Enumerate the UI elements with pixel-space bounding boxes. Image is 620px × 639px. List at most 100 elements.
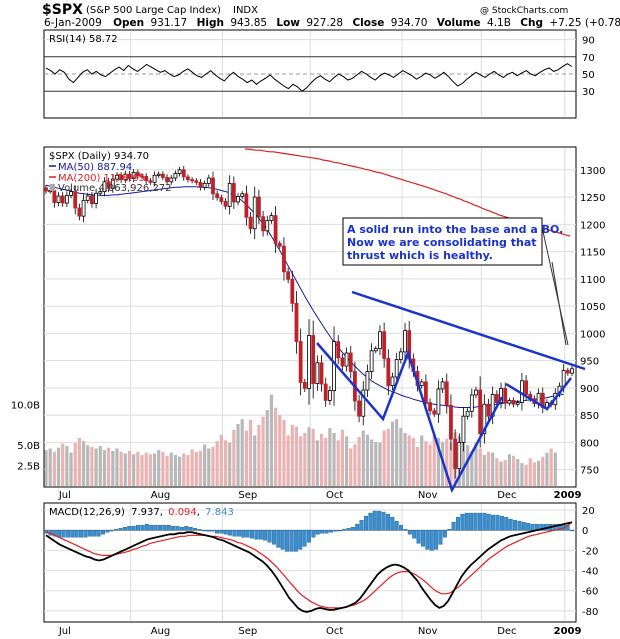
candle-body	[269, 215, 274, 221]
candle-body	[177, 169, 182, 175]
macd-hist-bar	[438, 530, 443, 545]
macd-hist-bar	[482, 512, 487, 531]
candle-body	[282, 245, 286, 273]
candle-body	[307, 335, 311, 389]
macd-hist-bar	[473, 512, 478, 531]
volume-tick-label: 10.0B	[11, 400, 40, 411]
price-tick-label: 750	[580, 466, 599, 477]
macd-hist-bar	[320, 530, 325, 534]
volume-bar	[115, 448, 119, 486]
volume-bar	[173, 455, 178, 486]
ma200-legend: MA(200) 1178.65	[49, 173, 145, 184]
macd-hist-bar	[92, 530, 97, 537]
candle-body	[319, 362, 324, 385]
rsi-tick-label: 30	[582, 87, 595, 98]
candle-body	[156, 173, 161, 176]
macd-hist-bar	[342, 529, 347, 531]
rsi-tick-label: 90	[582, 36, 595, 47]
candle-body	[231, 183, 236, 203]
candle-body	[69, 191, 73, 196]
volume-bar	[119, 451, 123, 486]
candle-body	[323, 383, 328, 401]
candle-body	[457, 441, 462, 469]
x-tick-label: Oct	[326, 490, 343, 501]
candle-body	[294, 302, 299, 342]
volume-bar	[274, 407, 278, 486]
candle-body	[524, 380, 528, 395]
volume-bar	[399, 428, 403, 486]
volume-bar	[157, 450, 161, 486]
macd-hist-bar	[307, 530, 312, 543]
candle-body	[386, 358, 391, 387]
volume-bar	[486, 451, 491, 486]
candle-body	[119, 174, 124, 181]
candle-body	[81, 199, 86, 217]
high-value: 943.85	[230, 17, 267, 29]
volume-bar	[98, 446, 102, 486]
volume-bar	[144, 452, 148, 486]
candle-body	[515, 402, 520, 405]
volume-bar	[420, 435, 424, 486]
candle-body	[507, 400, 512, 404]
ma200-legend-text: MA(200) 1178.65	[58, 173, 145, 184]
macd-hist-bar	[477, 512, 482, 531]
macd-hist-bar	[197, 529, 202, 531]
volume-bar	[374, 441, 378, 486]
candle-body	[227, 183, 232, 207]
price-tick-label: 1100	[580, 275, 605, 286]
candle-body	[474, 389, 478, 396]
macd-hist-bar	[267, 530, 272, 543]
candle-body	[378, 331, 382, 350]
macd-hist-bar	[171, 525, 176, 531]
candle-body	[94, 192, 98, 205]
x-tick-label: Sep	[238, 626, 257, 637]
volume-bar	[303, 433, 307, 486]
volume-bar	[257, 424, 261, 486]
quote-date: 6-Jan-2009	[44, 17, 102, 29]
exchange: INDX	[233, 5, 258, 16]
x-tick-label: Nov	[418, 490, 438, 501]
volume-bar	[90, 446, 94, 486]
volume-bar	[48, 448, 52, 486]
volume-bar	[482, 455, 486, 486]
annotation-line-2: Now we are consolidating that	[347, 236, 537, 249]
volume-legend: Volume 4,063,926,272	[50, 183, 172, 194]
candle-body	[302, 382, 307, 389]
candle-body	[486, 403, 491, 417]
macd-hist-bar	[434, 530, 439, 550]
volume-bar	[466, 445, 470, 486]
macd-hist-bar	[513, 519, 518, 531]
macd-hist-bar	[223, 530, 228, 535]
volume-bar	[503, 459, 507, 486]
volume-bar	[541, 456, 545, 486]
volume-bar	[186, 455, 190, 486]
candle-body	[315, 362, 320, 384]
candle-body	[90, 195, 94, 205]
volume-bar	[432, 435, 436, 486]
macd-hist-bar	[447, 529, 452, 531]
candle-body	[206, 177, 211, 184]
macd-title: MACD(12,26,9) 7.937, 0.094, 7.843	[49, 507, 234, 518]
macd-hist-bar	[271, 530, 276, 545]
macd-hist-bar	[377, 510, 382, 531]
candle-body	[453, 438, 458, 469]
rsi-title: RSI(14) 58.72	[49, 34, 118, 45]
macd-hist-bar	[491, 514, 496, 531]
volume-bar	[148, 454, 152, 486]
macd-line	[45, 521, 573, 613]
macd-hist-value: 7.843	[205, 507, 234, 518]
macd-hist-bar	[407, 530, 412, 535]
volume-label: Volume	[437, 17, 481, 29]
macd-hist-bar	[385, 513, 390, 531]
macd-hist-bar	[530, 523, 535, 531]
candle-body	[140, 175, 144, 178]
volume-bar	[165, 455, 169, 486]
candle-body	[361, 389, 366, 417]
macd-hist-bar	[302, 530, 307, 547]
annotation-box: A solid run into the base and a BO. Now …	[342, 217, 569, 346]
volume-bar	[315, 440, 319, 486]
candle-body	[369, 350, 374, 372]
open-value: 931.17	[150, 17, 187, 29]
volume-bar	[516, 459, 520, 486]
price-tick-label: 1150	[580, 248, 605, 259]
